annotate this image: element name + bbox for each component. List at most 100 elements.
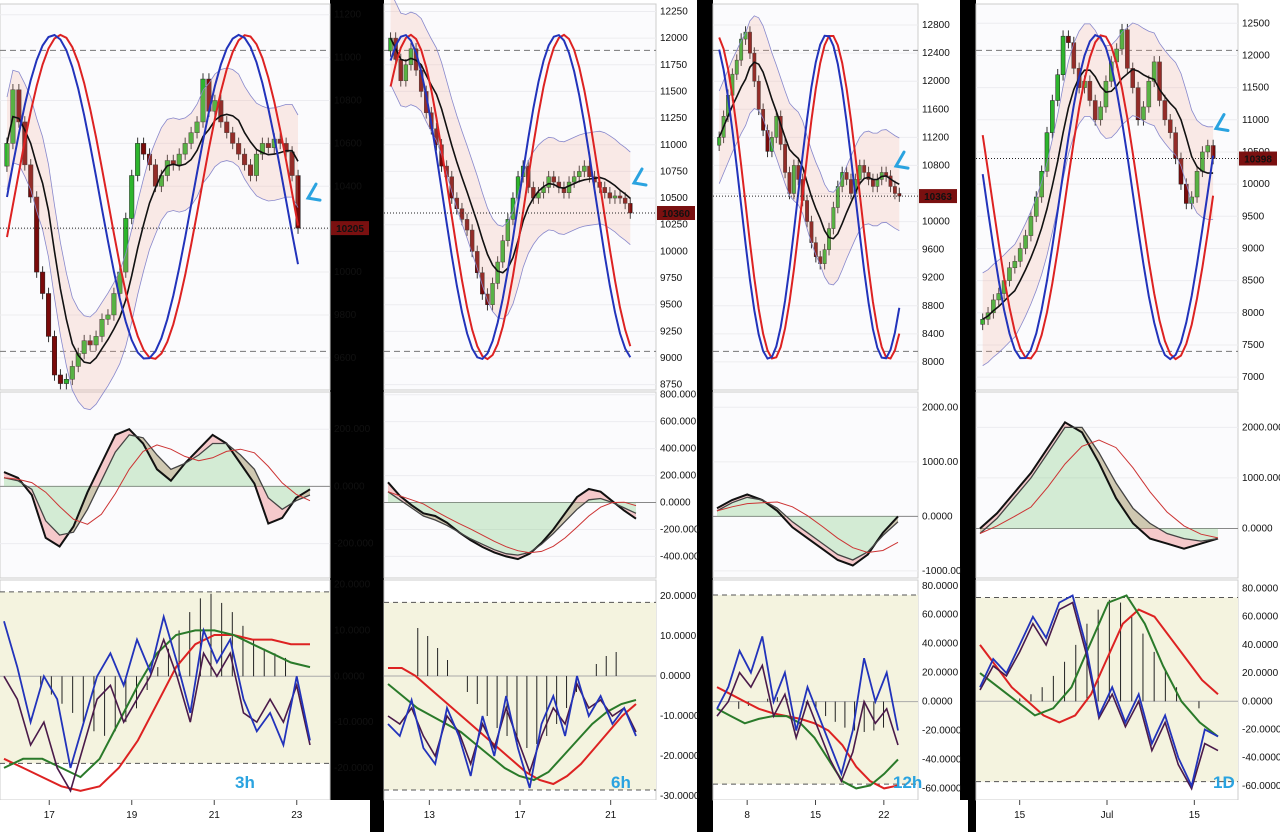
osc-green-line: [716, 707, 899, 790]
price-tick-label: 9800: [334, 310, 357, 321]
momentum-line-fast: [387, 481, 637, 561]
price-tick-label: 9500: [1242, 211, 1265, 222]
momentum-tick-label: -1000.00: [922, 566, 962, 577]
price-tick-label: 10400: [334, 181, 362, 192]
momentum-tick-label: -400.000: [660, 551, 700, 562]
osc-tick-label: -60.0000: [922, 783, 962, 794]
osc-tick-label: 20.0000: [1242, 668, 1279, 679]
osc-tick-label: -20.0000: [1242, 724, 1280, 735]
price-tick-label: 12250: [660, 6, 688, 17]
momentum-tick-label: 0.0000: [1242, 523, 1273, 534]
osc-tick-label: 10.0000: [334, 625, 371, 636]
osc-tick-label: -40.0000: [1242, 753, 1280, 764]
candle-bear: [787, 172, 792, 194]
price-tick-label: 11000: [1242, 115, 1270, 126]
candle-bear: [607, 192, 613, 199]
price-tick-label: 9750: [660, 273, 683, 284]
x-tick-label: 15: [810, 810, 822, 821]
candle-bear: [617, 195, 623, 199]
osc-tick-label: 20.0000: [334, 580, 371, 591]
price-tick-label: 11750: [660, 60, 688, 71]
candle-bear: [805, 200, 809, 222]
momentum-fill-green: [980, 427, 1218, 542]
osc-tick-label: 0.0000: [922, 697, 953, 708]
price-tick-label: 9600: [922, 245, 945, 256]
timeframe-label: 1D: [1213, 773, 1235, 792]
osc-purple-line: [716, 663, 899, 784]
x-tick-label: 21: [209, 810, 221, 821]
price-tick-label: 7500: [1242, 340, 1265, 351]
price-tag-label: 10363: [924, 192, 952, 203]
candle-bear: [224, 121, 230, 133]
price-tick-label: 12000: [1242, 50, 1270, 61]
candle-bull: [1012, 261, 1018, 269]
momentum-signal-line: [716, 501, 899, 554]
momentum-tick-label: -200.000: [660, 524, 700, 535]
candle-bull: [1039, 171, 1044, 198]
candle-bull: [194, 121, 200, 133]
x-tick-label: 23: [291, 810, 303, 821]
candle-bear: [1173, 132, 1178, 159]
osc-tick-label: 80.0000: [922, 581, 959, 592]
price-tick-label: 12400: [922, 48, 950, 59]
momentum-line-slow: [3, 434, 311, 536]
price-tick-label: 9500: [660, 300, 683, 311]
x-axis-strip: [384, 800, 696, 832]
osc-tick-label: 40.0000: [922, 639, 959, 650]
candle-bear: [551, 176, 556, 183]
momentum-line-fast: [979, 420, 1219, 550]
candle-bear: [888, 175, 893, 187]
price-tag-box: [657, 205, 695, 220]
candle-bull: [831, 207, 836, 229]
envelope-band: [982, 22, 1214, 366]
x-tick-label: 21: [605, 810, 617, 821]
price-tick-label: 9600: [334, 353, 357, 364]
osc-tick-label: 60.0000: [922, 610, 959, 621]
price-tag-label: 10205: [336, 224, 364, 235]
candle-bear: [748, 31, 752, 54]
candle-bear: [1162, 100, 1168, 121]
candle-bear: [464, 219, 470, 231]
candle-bear: [783, 144, 788, 173]
x-axis-strip: [976, 800, 1280, 832]
momentum-tick-label: -200.000: [334, 539, 374, 550]
candle-bull: [822, 249, 827, 264]
price-tick-label: 10250: [660, 220, 688, 231]
price-tick-label: 10000: [1242, 179, 1270, 190]
candle-bull: [1050, 100, 1055, 133]
osc-tick-label: 0.0000: [334, 671, 365, 682]
candle-bull: [117, 271, 123, 294]
candle-bear: [1066, 35, 1071, 43]
osc-tick-label: -20.0000: [922, 726, 962, 737]
candle-bull: [1141, 106, 1146, 121]
momentum-tick-label: 2000.00: [922, 402, 959, 413]
price-tick-label: 11500: [1242, 83, 1270, 94]
lower-envelope-line: [390, 84, 631, 320]
candle-bull: [1103, 80, 1109, 108]
price-tick-label: 11250: [660, 113, 688, 124]
x-tick-label: 15: [1014, 810, 1026, 821]
price-tick-label: 12000: [660, 33, 688, 44]
momentum-pane: [383, 391, 657, 579]
candle-bear: [1135, 87, 1141, 121]
price-tick-label: 10000: [922, 217, 950, 228]
candle-bear: [57, 374, 63, 384]
price-tick-label: 12500: [1242, 18, 1270, 29]
osc-tick-label: 60.0000: [1242, 612, 1279, 623]
candle-bear: [1157, 61, 1162, 101]
price-tick-label: 11000: [334, 53, 362, 64]
osc-green-line: [3, 629, 311, 779]
candle-bear: [16, 89, 22, 123]
momentum-tick-label: 600.000: [660, 417, 697, 428]
price-tick-label: 11200: [334, 10, 362, 21]
price-tag-label: 10360: [662, 209, 690, 220]
candle-bull: [105, 314, 111, 320]
candle-bear: [1130, 68, 1136, 88]
envelope-band: [719, 15, 900, 285]
candle-bull: [99, 318, 105, 337]
candle-bull: [176, 153, 182, 166]
candle-bull: [1055, 74, 1060, 101]
momentum-signal-line: [387, 491, 637, 554]
price-tick-label: 11600: [922, 104, 950, 115]
